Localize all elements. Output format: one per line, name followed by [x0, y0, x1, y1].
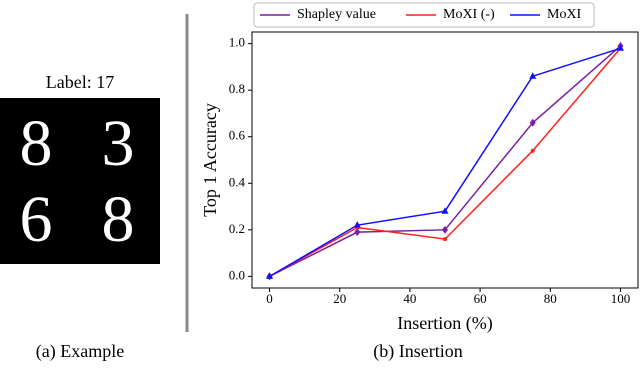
- marker: [616, 44, 624, 51]
- y-axis-label: Top 1 Accuracy: [200, 103, 220, 217]
- series-line: [269, 47, 622, 278]
- caption: (b) Insertion: [373, 341, 462, 362]
- x-tick-label: 60: [474, 291, 487, 306]
- marker: [354, 228, 361, 237]
- x-tick-label: 0: [266, 291, 273, 306]
- marker: [441, 207, 449, 214]
- x-axis-label: Insertion (%): [397, 313, 492, 334]
- digit: 6: [20, 183, 53, 256]
- digit: 3: [102, 107, 135, 180]
- digit: 8: [20, 107, 53, 180]
- marker: [529, 72, 537, 79]
- marker: [443, 237, 447, 242]
- marker: [530, 148, 535, 153]
- x-tick-label: 20: [333, 291, 346, 306]
- series-line: [269, 45, 621, 278]
- caption: (a) Example: [36, 341, 124, 362]
- series-line: [269, 47, 621, 278]
- y-tick-label: 0.4: [229, 174, 246, 189]
- x-tick-label: 40: [403, 291, 416, 306]
- y-tick-label: 0.0: [229, 267, 245, 282]
- marker: [529, 118, 536, 127]
- legend-label: Shapley value: [297, 7, 376, 22]
- x-tick-label: 80: [544, 291, 557, 306]
- example-image: [0, 98, 160, 264]
- digit: 8: [102, 183, 135, 256]
- legend-label: MoXI: [547, 7, 582, 22]
- marker: [266, 272, 274, 279]
- y-tick-label: 0.8: [229, 81, 245, 96]
- marker: [442, 225, 448, 234]
- y-tick-label: 0.6: [229, 128, 246, 143]
- y-tick-label: 1.0: [229, 35, 245, 50]
- plot-frame: [251, 31, 639, 289]
- marker: [353, 221, 361, 228]
- x-tick-label: 100: [611, 291, 631, 306]
- example-label: Label: 17: [46, 72, 114, 92]
- legend-label: MoXI (-): [443, 7, 495, 22]
- y-tick-label: 0.2: [229, 221, 245, 236]
